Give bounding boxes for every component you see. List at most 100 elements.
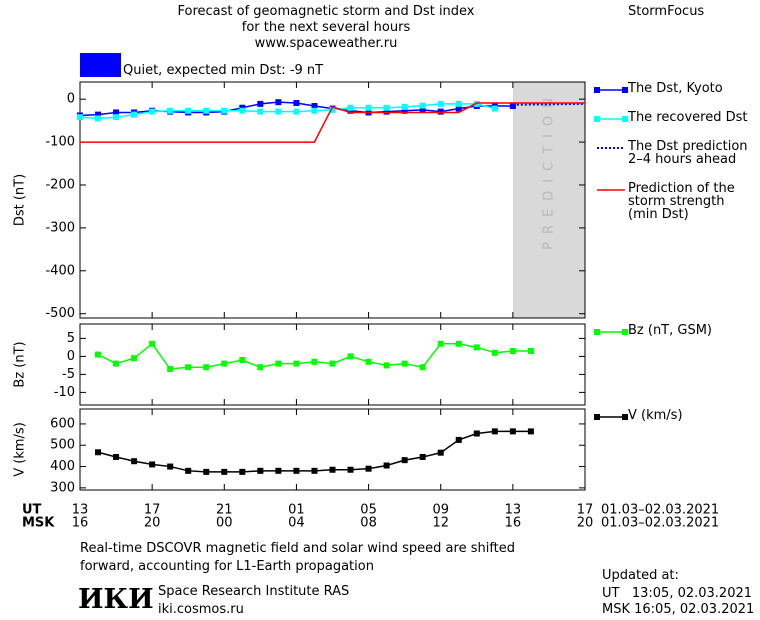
plot-frame [79, 408, 586, 491]
data-point [95, 111, 102, 118]
data-point [77, 114, 83, 121]
prediction-region [512, 82, 585, 318]
data-point [509, 348, 516, 354]
y-tick-label: 500 [50, 438, 75, 453]
data-point [473, 430, 480, 437]
y-tick-label: -200 [45, 177, 75, 192]
data-point [131, 458, 138, 465]
legend-swatch [622, 116, 628, 122]
data-point [221, 107, 228, 114]
x-tick-label: 21 [216, 503, 233, 518]
data-point [491, 428, 498, 435]
date-range: 01.03–02.03.2021 [601, 503, 719, 518]
data-point [527, 348, 534, 354]
plot-frame [79, 323, 586, 406]
x-axis-label: UT [22, 503, 42, 518]
x2-tick-label: 16 [505, 516, 522, 531]
series-line [97, 430, 531, 473]
data-point [185, 467, 192, 474]
data-point [509, 428, 516, 435]
data-point [347, 466, 354, 473]
data-point [221, 468, 228, 475]
data-point [203, 107, 210, 114]
updated-msk: MSK 16:05, 02.03.2021 [602, 602, 755, 617]
x2-tick-label: 08 [360, 516, 377, 531]
data-point [383, 462, 390, 469]
y-tick-label: 600 [50, 416, 75, 431]
legend-label: The Dst prediction 2–4 hours ahead [628, 139, 748, 167]
data-point [329, 466, 336, 473]
updated-ut: UT 13:05, 02.03.2021 [602, 586, 753, 601]
data-point [455, 436, 462, 443]
legend-label: V (km/s) [628, 408, 683, 423]
y-tick-label: -10 [54, 385, 75, 400]
data-point [185, 364, 192, 371]
data-point [347, 104, 354, 111]
x2-tick-label: 16 [72, 516, 89, 531]
legend-swatch [594, 329, 600, 335]
data-point [401, 103, 408, 110]
footnote: Real-time DSCOVR magnetic field and sola… [80, 541, 516, 574]
data-point [437, 340, 444, 347]
data-point [329, 360, 336, 367]
y-tick-label: -500 [45, 306, 75, 321]
legend-swatch [622, 87, 628, 93]
data-point [509, 103, 516, 110]
y-tick-label: -5 [62, 367, 75, 382]
data-point [239, 357, 246, 363]
y-tick-label: 0 [67, 92, 75, 107]
y-axis-label: V (km/s) [13, 422, 28, 477]
plot-frame [79, 81, 586, 319]
x-tick-label: 01 [288, 503, 305, 518]
data-point [293, 467, 300, 474]
data-point [131, 355, 138, 362]
data-point [239, 107, 246, 114]
data-point [311, 467, 318, 474]
y-tick-label: -100 [45, 135, 75, 150]
data-point [491, 105, 498, 112]
y-tick-label: -400 [45, 263, 75, 278]
data-point [365, 465, 372, 472]
data-point [239, 468, 246, 475]
x-tick-label: 13 [72, 503, 89, 518]
data-point [113, 360, 120, 367]
series-line [80, 102, 585, 143]
data-point [239, 104, 246, 111]
data-point [455, 340, 462, 347]
data-point [113, 109, 120, 116]
legend-label: The Dst, Kyoto [628, 81, 723, 96]
data-point [95, 351, 102, 358]
data-point [437, 449, 444, 456]
series-line [97, 342, 531, 370]
data-point [437, 108, 444, 115]
data-point [365, 104, 372, 111]
data-point [221, 360, 228, 367]
data-point [293, 100, 300, 107]
data-point [95, 449, 102, 456]
data-point [113, 453, 120, 460]
y-tick-label: 0 [67, 349, 75, 364]
data-point [167, 463, 174, 470]
data-point [203, 364, 210, 371]
data-point [293, 360, 300, 367]
data-point [149, 461, 156, 468]
status: Quiet, expected min Dst: -9 nT [123, 63, 324, 78]
data-point [275, 360, 282, 367]
data-point [203, 468, 210, 475]
data-point [419, 106, 426, 113]
data-point [419, 102, 426, 109]
data-point [167, 366, 174, 372]
title: Forecast of geomagnetic storm and Dst in… [177, 4, 475, 51]
legend-swatch [622, 329, 628, 335]
data-point [419, 364, 426, 371]
institute: Space Research Institute RAS [158, 584, 350, 599]
status-box [80, 53, 121, 77]
updated-label: Updated at: [602, 568, 679, 583]
data-point [149, 340, 156, 347]
data-point [113, 114, 120, 121]
data-point [473, 100, 480, 107]
data-point [311, 358, 318, 365]
data-point [473, 344, 480, 351]
